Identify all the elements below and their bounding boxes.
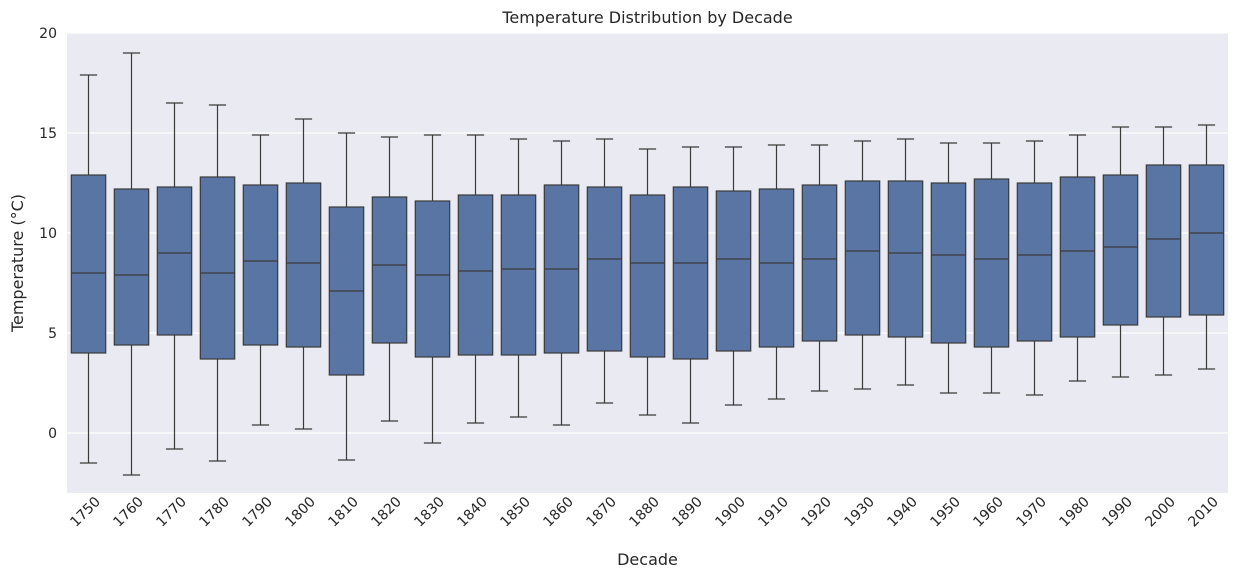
box-1810 [328, 132, 365, 461]
box-body [457, 194, 494, 356]
x-tick-label: 1950 [927, 494, 964, 531]
box-body [371, 196, 408, 344]
box-body [930, 182, 967, 344]
x-tick-label: 1930 [841, 494, 878, 531]
box-body [672, 186, 709, 360]
box-1860 [543, 140, 580, 426]
box-body [1059, 176, 1096, 338]
box-body [715, 190, 752, 352]
box-body [844, 180, 881, 336]
box-body [414, 200, 451, 358]
box-1760 [113, 52, 150, 476]
box-body [113, 188, 150, 346]
box-1890 [672, 146, 709, 424]
x-tick-label: 1940 [884, 494, 921, 531]
box-1900 [715, 146, 752, 406]
y-tick-label: 10 [39, 226, 57, 242]
x-tick-label: 1850 [497, 494, 534, 531]
box-2000 [1145, 126, 1182, 376]
x-ticks: 1750 1760 1770 1780 1790 1800 1810 1820 1830 1840… [67, 494, 1222, 531]
y-ticks: 0 5 10 15 20 [39, 26, 57, 442]
box-body [70, 174, 107, 354]
box-1910 [758, 144, 795, 400]
box-1970 [1016, 140, 1053, 396]
box-1990 [1102, 126, 1139, 378]
x-tick-label: 1980 [1056, 494, 1093, 531]
x-tick-label: 1750 [67, 494, 104, 531]
y-tick-label: 15 [39, 126, 57, 142]
x-tick-label: 1820 [368, 494, 405, 531]
box-body [242, 184, 279, 346]
box-body [1145, 164, 1182, 318]
x-tick-label: 1920 [798, 494, 835, 531]
box-body [973, 178, 1010, 348]
x-tick-label: 1960 [970, 494, 1007, 531]
box-body [1102, 174, 1139, 326]
x-tick-label: 1900 [712, 494, 749, 531]
box-1980 [1059, 134, 1096, 382]
x-tick-label: 1760 [110, 494, 147, 531]
box-body [285, 182, 322, 348]
box-body [629, 194, 666, 358]
x-tick-label: 1780 [196, 494, 233, 531]
box-body [1188, 164, 1225, 316]
box-body [586, 186, 623, 352]
x-tick-label: 1800 [282, 494, 319, 531]
box-1930 [844, 140, 881, 390]
x-tick-label: 1870 [583, 494, 620, 531]
x-tick-label: 1910 [755, 494, 792, 531]
x-tick-label: 1970 [1013, 494, 1050, 531]
x-tick-label: 2010 [1185, 494, 1222, 531]
x-tick-label: 1990 [1099, 494, 1136, 531]
box-body [1016, 182, 1053, 342]
x-tick-label: 1880 [626, 494, 663, 531]
y-axis-label: Temperature (°C) [8, 194, 27, 333]
y-tick-label: 0 [48, 426, 57, 442]
x-tick-label: 1840 [454, 494, 491, 531]
x-tick-label: 1810 [325, 494, 362, 531]
box-1850 [500, 138, 537, 418]
box-1840 [457, 134, 494, 424]
box-1880 [629, 148, 666, 416]
box-body [500, 194, 537, 356]
x-tick-label: 2000 [1142, 494, 1179, 531]
box-1830 [414, 134, 451, 444]
box-1800 [285, 118, 322, 430]
box-body [801, 184, 838, 342]
box-1960 [973, 142, 1010, 394]
x-tick-label: 1790 [239, 494, 276, 531]
y-tick-label: 20 [39, 26, 57, 42]
box-1750 [70, 74, 107, 464]
box-1790 [242, 134, 279, 426]
box-1870 [586, 138, 623, 404]
box-body [156, 186, 193, 336]
box-2010 [1188, 124, 1225, 370]
box-body [199, 176, 236, 360]
boxes [70, 52, 1225, 476]
x-tick-label: 1860 [540, 494, 577, 531]
box-body [887, 180, 924, 338]
box-1770 [156, 102, 193, 450]
x-tick-label: 1770 [153, 494, 190, 531]
y-tick-label: 5 [48, 326, 57, 342]
box-1820 [371, 136, 408, 422]
x-tick-label: 1830 [411, 494, 448, 531]
x-tick-label: 1890 [669, 494, 706, 531]
chart-title: Temperature Distribution by Decade [501, 8, 792, 27]
box-body [758, 188, 795, 348]
box-1940 [887, 138, 924, 386]
x-axis-label: Decade [617, 550, 678, 569]
box-1780 [199, 104, 236, 462]
box-1950 [930, 142, 967, 394]
box-1920 [801, 144, 838, 392]
